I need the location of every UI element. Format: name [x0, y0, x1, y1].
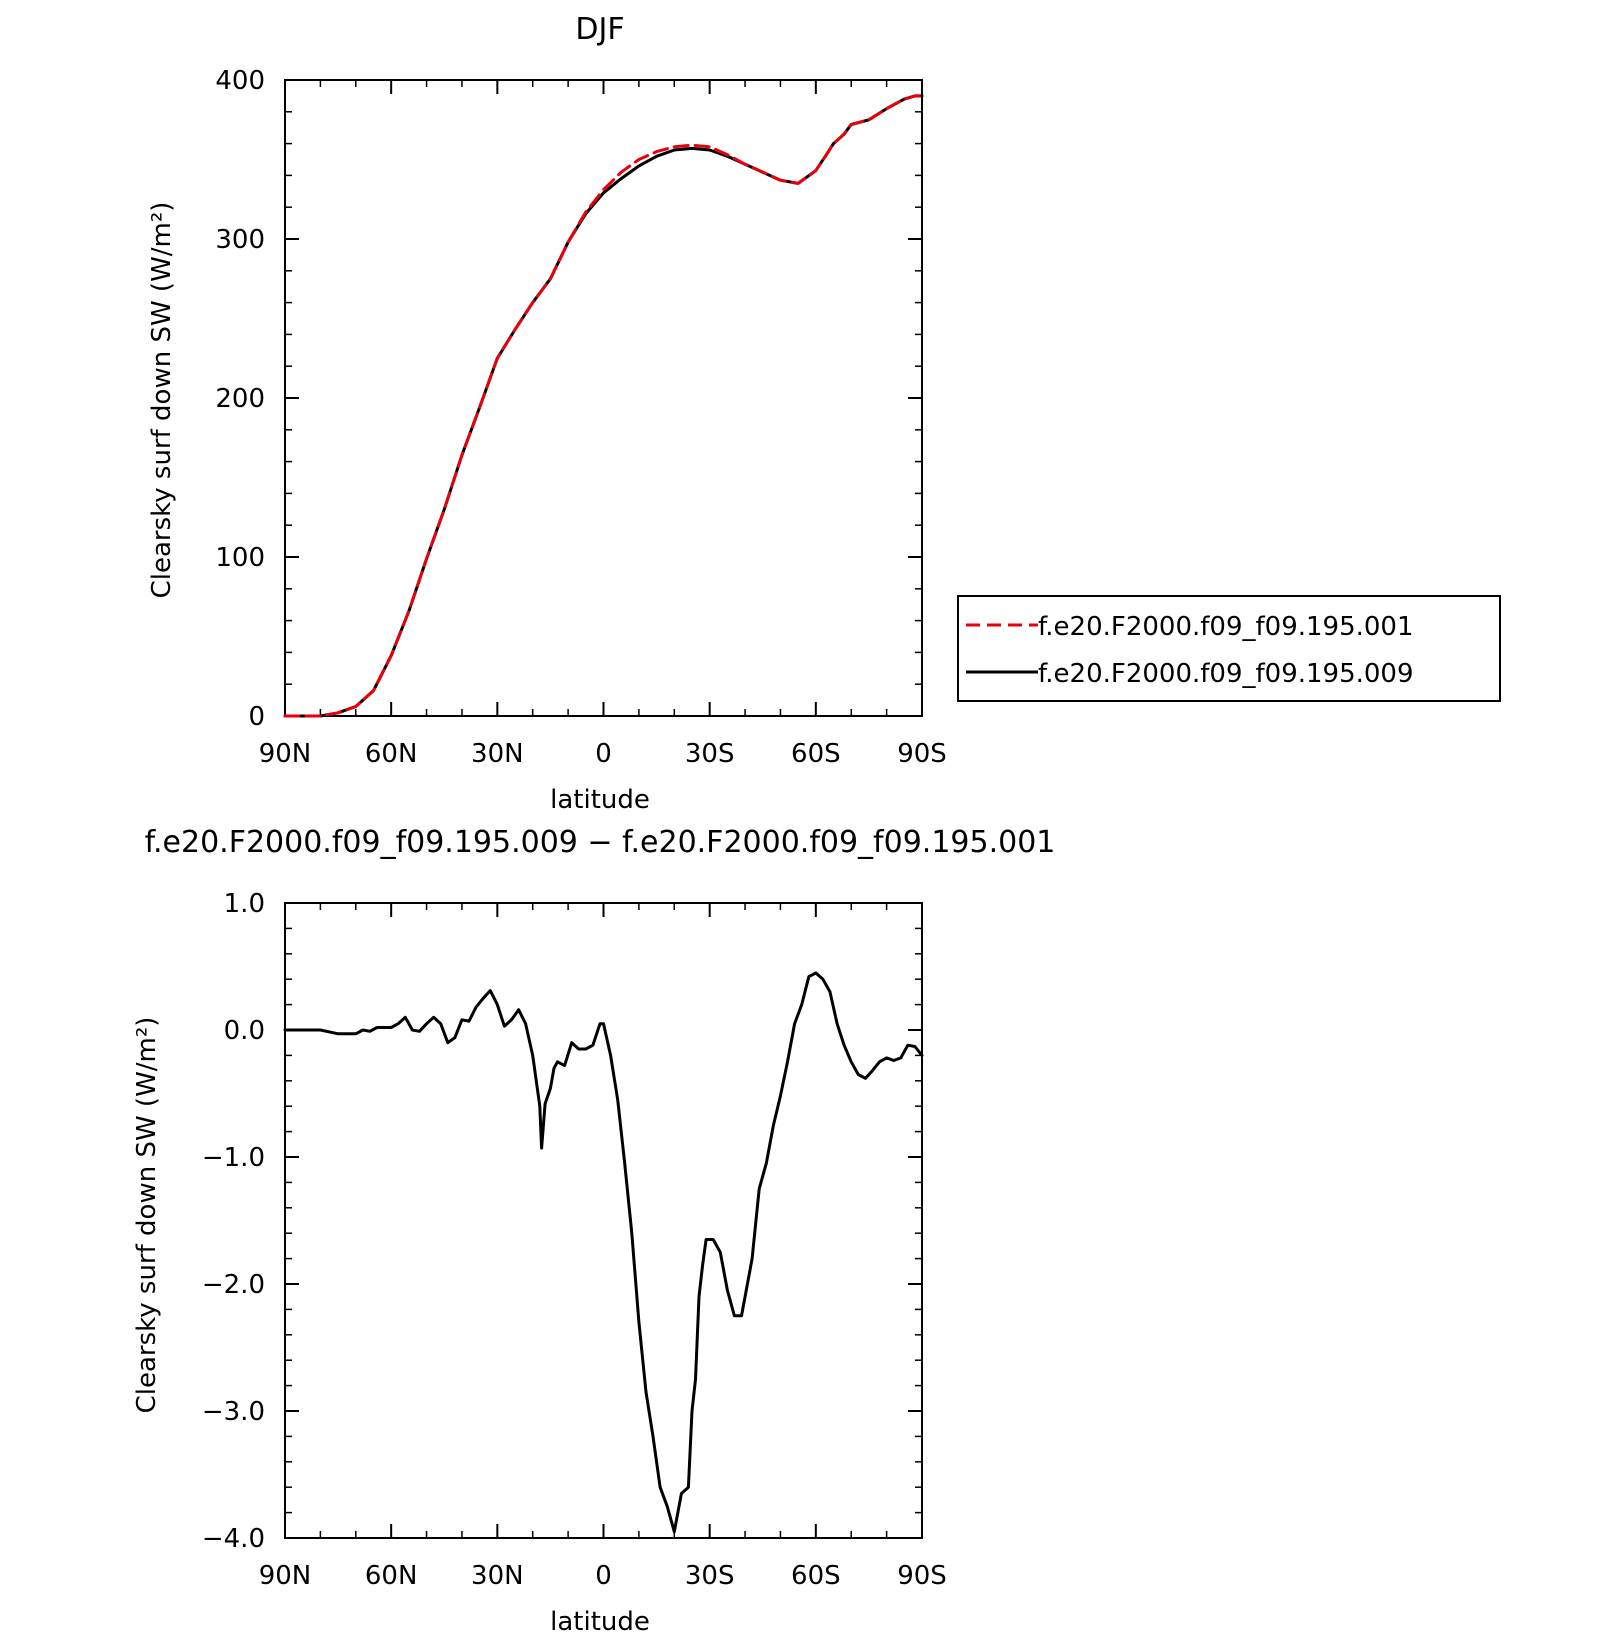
plot-frame	[284, 79, 923, 717]
x-tick-label: 0	[595, 739, 612, 769]
y-tick-label: −3.0	[202, 1397, 265, 1427]
top-chart: DJF 90N 60N 30N 0 30S 60S 90S 0 100 200 300 400 lat…	[147, 12, 1501, 815]
y-tick-label: 100	[215, 543, 265, 573]
legend-label-series-2: f.e20.F2000.f09_f09.195.009	[1038, 659, 1414, 689]
y-tick-label: −1.0	[202, 1143, 265, 1173]
y-tick-label: −4.0	[202, 1524, 265, 1554]
plot-frame	[284, 902, 923, 1539]
x-tick-label: 30N	[471, 1561, 524, 1591]
legend-box	[957, 595, 1501, 702]
x-tick-label: 90S	[897, 739, 947, 769]
bottom-chart-y-axis-title: Clearsky surf down SW (W/m²)	[132, 1017, 162, 1414]
x-tick-label: 30N	[471, 739, 524, 769]
bottom-chart-x-axis-title: latitude	[550, 1607, 650, 1635]
x-tick-label: 90N	[259, 1561, 312, 1591]
x-tick-label: 30S	[685, 739, 735, 769]
y-tick-label: −2.0	[202, 1270, 265, 1300]
top-chart-x-axis-title: latitude	[550, 785, 650, 815]
series-line-1	[283, 971, 924, 1534]
x-tick-label: 60S	[791, 739, 841, 769]
y-tick-label: 0.0	[224, 1016, 265, 1046]
x-tick-label: 90N	[259, 739, 312, 769]
series-line-1	[283, 94, 924, 718]
y-tick-label: 400	[215, 66, 265, 96]
x-tick-label: 90S	[897, 1561, 947, 1591]
legend-label-series-1: f.e20.F2000.f09_f09.195.001	[1038, 612, 1414, 642]
x-tick-label: 30S	[685, 1561, 735, 1591]
legend: f.e20.F2000.f09_f09.195.001 f.e20.F2000.…	[957, 595, 1501, 702]
top-chart-title: DJF	[575, 12, 624, 47]
x-tick-label: 60N	[365, 1561, 418, 1591]
y-tick-label: 1.0	[224, 889, 265, 919]
top-chart-y-axis-title: Clearsky surf down SW (W/m²)	[147, 202, 177, 599]
x-tick-label: 60N	[365, 739, 418, 769]
top-chart-plot-area: 90N 60N 30N 0 30S 60S 90S 0 100 200 300 400	[215, 66, 946, 769]
y-tick-label: 200	[215, 384, 265, 414]
y-tick-label: 0	[248, 702, 265, 732]
x-tick-label: 60S	[791, 1561, 841, 1591]
bottom-chart: f.e20.F2000.f09_f09.195.009 − f.e20.F200…	[132, 825, 1055, 1635]
bottom-chart-title: f.e20.F2000.f09_f09.195.009 − f.e20.F200…	[145, 825, 1056, 860]
x-tick-label: 0	[595, 1561, 612, 1591]
bottom-chart-plot-area: 90N 60N 30N 0 30S 60S 90S 1.0 0.0 −1.0 −2.0 −3.0 −4.…	[202, 889, 947, 1591]
y-tick-label: 300	[215, 225, 265, 255]
